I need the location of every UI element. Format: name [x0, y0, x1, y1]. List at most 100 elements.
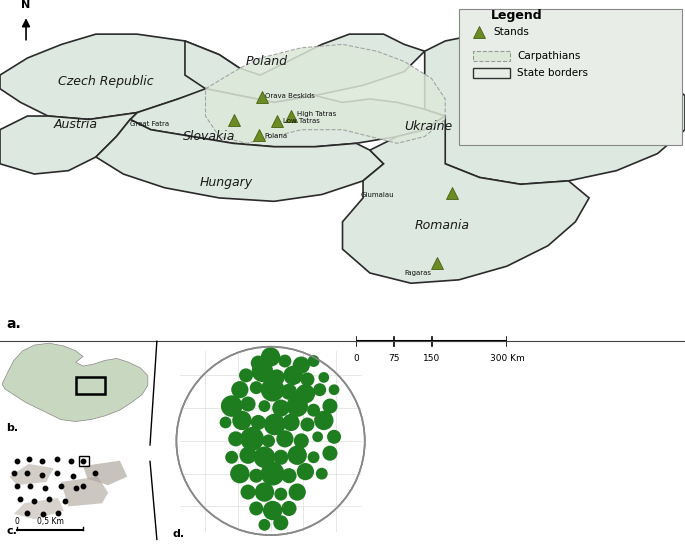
- Circle shape: [177, 347, 364, 535]
- Circle shape: [276, 430, 294, 448]
- FancyBboxPatch shape: [473, 68, 510, 79]
- Circle shape: [288, 483, 306, 501]
- Text: High Tatras: High Tatras: [297, 111, 336, 117]
- Polygon shape: [0, 112, 137, 174]
- Polygon shape: [206, 44, 445, 144]
- Circle shape: [308, 355, 319, 367]
- Circle shape: [312, 431, 323, 442]
- Text: b.: b.: [6, 423, 18, 433]
- Circle shape: [288, 446, 307, 465]
- Text: Polana: Polana: [264, 134, 288, 139]
- Circle shape: [261, 347, 280, 367]
- Circle shape: [327, 430, 341, 444]
- Circle shape: [329, 384, 340, 395]
- Text: N: N: [21, 0, 31, 10]
- Text: Stands: Stands: [493, 27, 529, 38]
- Text: d.: d.: [173, 529, 184, 539]
- Circle shape: [313, 383, 326, 396]
- Circle shape: [269, 369, 285, 385]
- Polygon shape: [61, 477, 108, 507]
- Circle shape: [228, 431, 243, 447]
- Text: 300 Km: 300 Km: [490, 354, 524, 363]
- Circle shape: [232, 411, 251, 430]
- Text: Low Tatras: Low Tatras: [283, 118, 320, 124]
- Circle shape: [314, 411, 334, 430]
- Circle shape: [323, 399, 338, 414]
- Polygon shape: [425, 34, 685, 184]
- Text: Hungary: Hungary: [199, 176, 253, 189]
- Text: Czech Republic: Czech Republic: [58, 75, 154, 88]
- Circle shape: [251, 355, 266, 371]
- Polygon shape: [96, 120, 384, 201]
- Bar: [79, 456, 89, 466]
- Polygon shape: [2, 343, 148, 422]
- Circle shape: [240, 427, 264, 450]
- Text: Legend: Legend: [491, 9, 543, 22]
- Circle shape: [281, 384, 297, 400]
- Text: 150: 150: [423, 354, 440, 363]
- FancyBboxPatch shape: [473, 51, 510, 62]
- Text: Poland: Poland: [246, 55, 288, 68]
- Circle shape: [249, 501, 263, 515]
- Circle shape: [292, 357, 310, 374]
- Circle shape: [272, 400, 290, 417]
- Text: 0: 0: [353, 354, 359, 363]
- Circle shape: [296, 384, 315, 403]
- Circle shape: [230, 464, 249, 483]
- Circle shape: [316, 468, 327, 479]
- Circle shape: [282, 501, 297, 516]
- Bar: [75, 377, 105, 394]
- Circle shape: [261, 462, 284, 485]
- Circle shape: [249, 468, 263, 483]
- FancyBboxPatch shape: [459, 9, 682, 145]
- Circle shape: [284, 366, 303, 385]
- Polygon shape: [0, 34, 240, 120]
- Circle shape: [275, 488, 287, 501]
- Polygon shape: [342, 116, 589, 283]
- Circle shape: [258, 400, 271, 412]
- Text: 0: 0: [14, 517, 19, 526]
- Text: 0,5 Km: 0,5 Km: [37, 517, 64, 526]
- Polygon shape: [83, 461, 127, 485]
- Circle shape: [307, 403, 320, 417]
- Polygon shape: [185, 34, 425, 103]
- Text: Carpathians: Carpathians: [517, 51, 581, 61]
- Circle shape: [264, 414, 286, 435]
- Text: Orava Beskids: Orava Beskids: [265, 93, 315, 98]
- Circle shape: [240, 447, 257, 464]
- Circle shape: [239, 369, 253, 382]
- Circle shape: [308, 452, 319, 463]
- Text: Fagaras: Fagaras: [405, 270, 432, 276]
- Circle shape: [273, 515, 288, 530]
- Circle shape: [220, 417, 232, 429]
- Text: Great Fatra: Great Fatra: [130, 121, 169, 127]
- Circle shape: [261, 378, 284, 401]
- Circle shape: [282, 414, 299, 431]
- Text: Romania: Romania: [414, 219, 469, 232]
- Circle shape: [301, 418, 314, 431]
- Circle shape: [240, 396, 256, 412]
- Circle shape: [286, 395, 308, 417]
- Circle shape: [251, 360, 273, 382]
- Circle shape: [323, 446, 338, 461]
- Circle shape: [250, 381, 263, 394]
- Polygon shape: [14, 498, 64, 519]
- Circle shape: [253, 447, 275, 468]
- Circle shape: [262, 435, 275, 447]
- Circle shape: [301, 372, 314, 387]
- Text: State borders: State borders: [517, 68, 588, 79]
- Circle shape: [232, 381, 249, 399]
- Polygon shape: [130, 89, 445, 147]
- Circle shape: [225, 451, 238, 464]
- Text: Ukraine: Ukraine: [404, 120, 452, 133]
- Circle shape: [251, 415, 266, 430]
- Text: c.: c.: [6, 526, 17, 536]
- Circle shape: [282, 468, 297, 483]
- Circle shape: [258, 519, 271, 531]
- Circle shape: [240, 484, 256, 500]
- Circle shape: [278, 354, 291, 367]
- Text: Slovakia: Slovakia: [183, 130, 235, 143]
- Circle shape: [255, 482, 274, 502]
- Text: a.: a.: [7, 317, 22, 331]
- Circle shape: [294, 434, 309, 448]
